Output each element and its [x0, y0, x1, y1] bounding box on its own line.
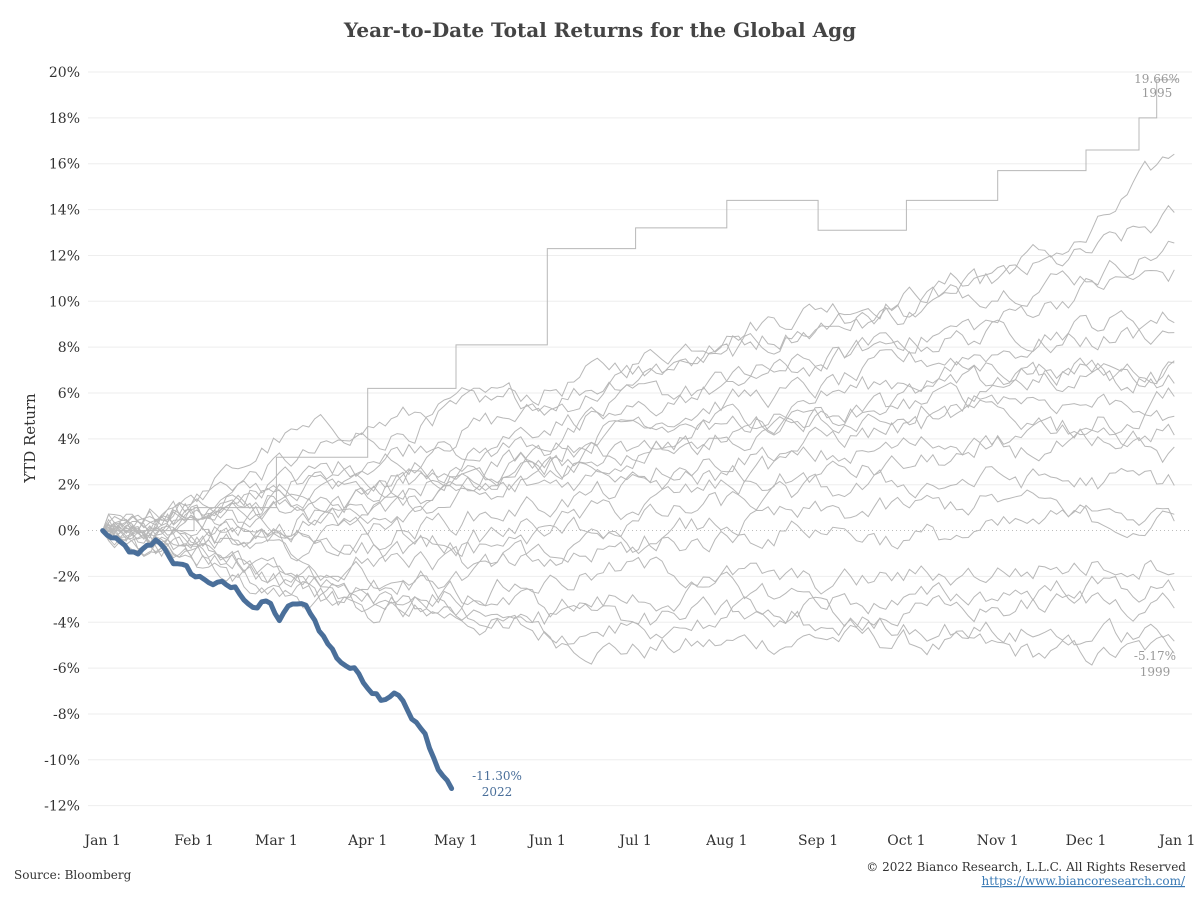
series-line-other — [102, 530, 1175, 640]
series-line-other — [102, 466, 1175, 586]
annotation-year: 1995 — [1142, 86, 1173, 100]
y-tick-label: 14% — [49, 203, 80, 219]
y-tick-label: 6% — [58, 386, 80, 402]
x-tick-label: Sep 1 — [798, 833, 838, 849]
y-tick-label: -2% — [53, 569, 80, 585]
annotation-value: 19.66% — [1134, 72, 1180, 86]
y-tick-label: 2% — [58, 478, 80, 494]
x-tick-label: Mar 1 — [255, 833, 298, 849]
chart-title: Year-to-Date Total Returns for the Globa… — [343, 18, 856, 42]
series-line-other — [102, 489, 1175, 571]
y-tick-label: 10% — [49, 294, 80, 310]
series-line-1995 — [102, 79, 1178, 532]
source-note: Source: Bloomberg — [14, 868, 132, 882]
y-tick-label: -10% — [44, 753, 80, 769]
series-line-other — [102, 382, 1175, 558]
x-tick-label: Aug 1 — [705, 833, 747, 849]
series-line-other — [102, 504, 1175, 596]
other-years-lines — [102, 79, 1178, 666]
y-tick-label: -6% — [53, 661, 80, 677]
series-line-other — [102, 310, 1175, 539]
copyright-note: © 2022 Bianco Research, L.L.C. All Right… — [866, 860, 1186, 874]
series-line-other — [102, 521, 1175, 618]
annotation-year: 1999 — [1140, 665, 1171, 679]
x-tick-label: Jul 1 — [617, 833, 651, 849]
series-line-other — [102, 240, 1175, 533]
series-line-other — [102, 360, 1175, 545]
y-tick-label: 4% — [58, 432, 80, 448]
annotation-value: -5.17% — [1134, 649, 1176, 663]
y-tick-label: 0% — [58, 524, 80, 540]
series-line-other — [102, 530, 1175, 611]
annotation-year: 2022 — [482, 785, 513, 799]
series-line-other — [102, 362, 1175, 540]
x-tick-label: Oct 1 — [887, 833, 925, 849]
y-tick-label: -4% — [53, 615, 80, 631]
x-tick-label: Dec 1 — [1066, 833, 1107, 849]
gridlines — [88, 71, 1192, 807]
y-tick-label: 18% — [49, 111, 80, 127]
x-tick-label: Jan 1 — [83, 833, 121, 849]
website-link[interactable]: https://www.biancoresearch.com/ — [981, 874, 1185, 888]
y-tick-label: -12% — [44, 799, 80, 815]
series-line-other — [102, 269, 1175, 540]
series-line-other — [102, 427, 1175, 558]
x-tick-label: Jan 1 — [1157, 833, 1195, 849]
y-axis-ticks: 20% 18% 16% 14% 12% 10% 8% 6% 4% 2% 0% -2% -4% -6% -8%… — [44, 65, 80, 815]
line-annotations: 19.66%1995 -5.17% 1999 -11.30% 2022 — [472, 72, 1180, 799]
series-line-other — [102, 357, 1175, 536]
y-tick-label: 8% — [58, 340, 80, 356]
x-tick-label: Apr 1 — [347, 833, 387, 849]
series-line-2022 — [100, 528, 455, 791]
x-tick-label: May 1 — [434, 833, 478, 849]
x-axis-ticks: Jan 1 Feb 1 Mar 1 Apr 1 May 1 Jun 1 Jul 1 Aug 1… — [83, 833, 1196, 849]
series-line-other — [102, 525, 1175, 646]
highlight-year-line — [100, 528, 455, 791]
series-line-1999 — [102, 522, 1175, 666]
y-tick-label: -8% — [53, 707, 80, 723]
x-tick-label: Feb 1 — [174, 833, 214, 849]
y-axis-label: YTD Return — [21, 393, 39, 484]
x-tick-label: Jun 1 — [527, 833, 566, 849]
series-line-other — [102, 399, 1175, 544]
y-tick-label: 16% — [49, 157, 80, 173]
annotation-value: -11.30% — [472, 769, 522, 783]
y-tick-label: 20% — [49, 65, 80, 81]
x-tick-label: Nov 1 — [977, 833, 1019, 849]
y-tick-label: 12% — [49, 248, 80, 264]
series-line-other — [102, 153, 1175, 541]
series-line-other — [102, 326, 1175, 549]
